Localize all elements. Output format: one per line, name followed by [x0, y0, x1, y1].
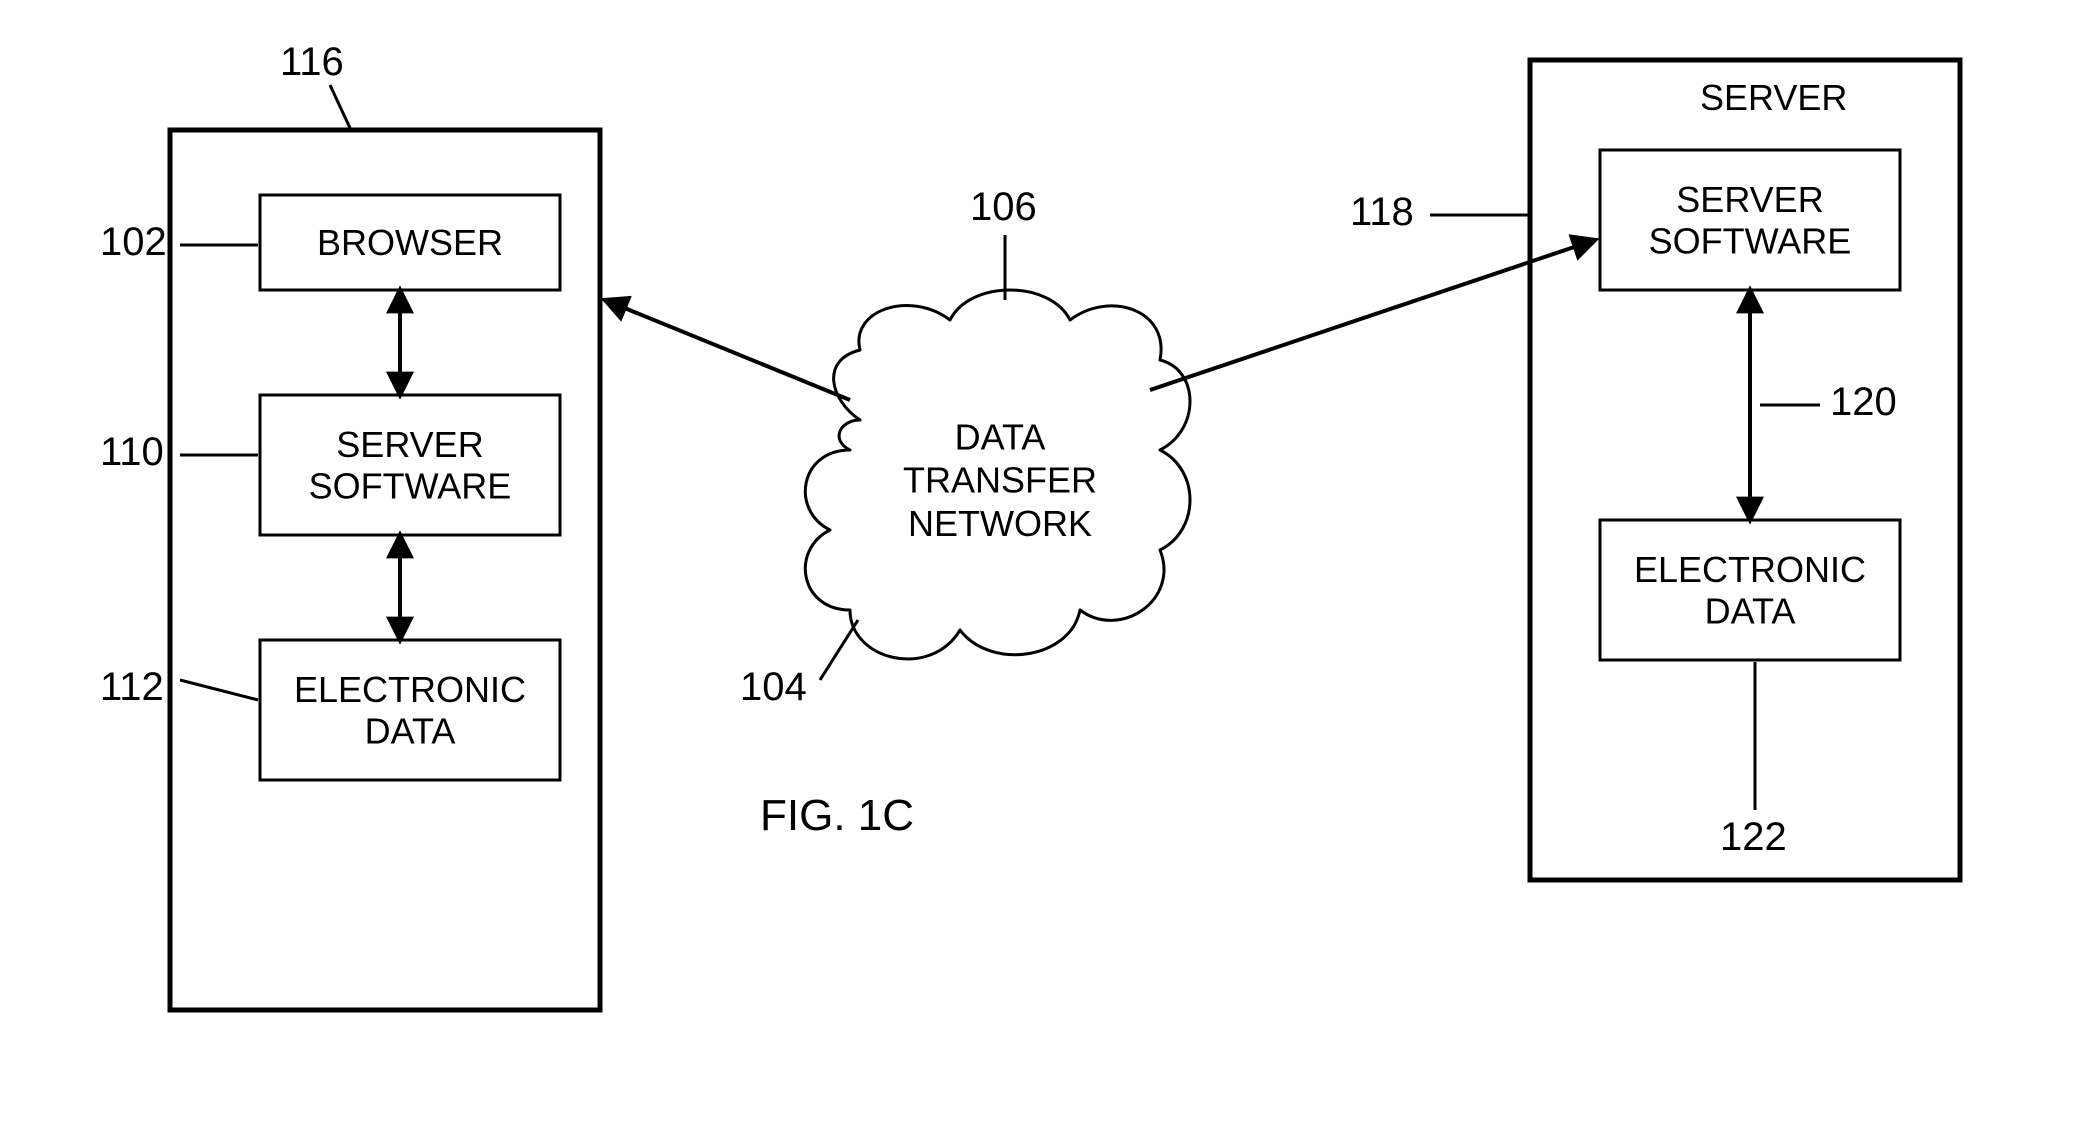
arrow-cloud-to-browser: [605, 300, 850, 400]
box-elec_data_right-line-0: ELECTRONIC: [1634, 549, 1866, 590]
ref-r112: 112: [100, 665, 164, 709]
ref-r118: 118: [1350, 190, 1414, 234]
ref-r116: 116: [280, 40, 344, 84]
server-container-title: SERVER: [1700, 77, 1847, 118]
ref-r122: 122: [1720, 815, 1787, 859]
box-elec_data_left-line-0: ELECTRONIC: [294, 669, 526, 710]
ref-r104: 104: [740, 665, 807, 709]
ref-leader-r112: [180, 680, 258, 700]
box-elec_data_right-line-1: DATA: [1705, 590, 1796, 631]
ref-r102: 102: [100, 220, 167, 264]
cloud-line-0: DATA: [955, 416, 1046, 457]
box-server_sw_right-line-0: SERVER: [1676, 179, 1823, 220]
cloud-line-1: TRANSFER: [903, 460, 1097, 501]
ref-leader-r104: [820, 620, 858, 680]
ref-r110: 110: [100, 430, 164, 474]
cloud-line-2: NETWORK: [908, 503, 1092, 544]
box-server_sw_left-line-1: SOFTWARE: [309, 465, 512, 506]
box-server_sw_left-line-0: SERVER: [336, 424, 483, 465]
box-elec_data_left-line-1: DATA: [365, 710, 456, 751]
ref-r106: 106: [970, 185, 1037, 229]
ref-r120: 120: [1830, 380, 1897, 424]
box-browser-line-0: BROWSER: [317, 222, 503, 263]
ref-leader-r116: [330, 85, 350, 128]
figure-caption: FIG. 1C: [760, 791, 914, 840]
box-server_sw_right-line-1: SOFTWARE: [1649, 220, 1852, 261]
